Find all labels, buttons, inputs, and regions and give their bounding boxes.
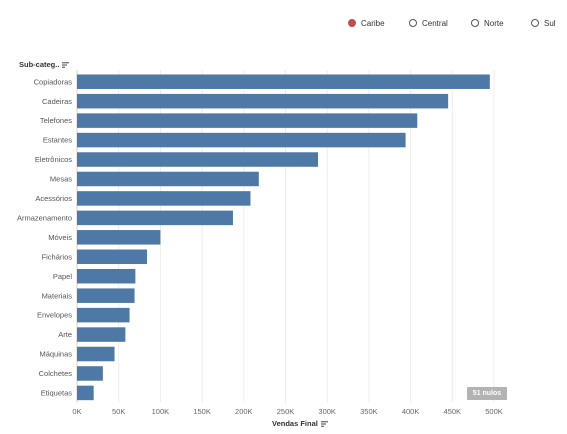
x-axis-title[interactable]: Vendas Final <box>272 419 328 428</box>
bar[interactable] <box>77 307 130 323</box>
bar[interactable] <box>77 210 233 226</box>
bar[interactable] <box>77 152 319 167</box>
category-label[interactable]: Materiais <box>42 291 73 300</box>
sort-icon[interactable] <box>62 61 70 68</box>
bar[interactable] <box>77 230 161 245</box>
legend-label: Central <box>422 18 448 28</box>
bar[interactable] <box>77 366 103 381</box>
x-tick-label: 500K <box>485 407 503 416</box>
category-label[interactable]: Telefones <box>40 116 72 125</box>
legend-item-caribe[interactable]: Caribe <box>348 14 385 32</box>
legend-label: Caribe <box>361 18 385 28</box>
category-label[interactable]: Papel <box>53 272 73 281</box>
bar[interactable] <box>77 268 136 284</box>
legend-item-sul[interactable]: Sul <box>531 14 556 32</box>
x-tick-label: 250K <box>277 407 295 416</box>
legend: Caribe Central Norte Sul <box>0 14 567 32</box>
row-header[interactable]: Sub-categ.. <box>19 60 70 69</box>
x-tick-label: 300K <box>318 407 336 416</box>
bar[interactable] <box>77 327 126 342</box>
bars <box>77 74 490 401</box>
legend-item-norte[interactable]: Norte <box>471 14 504 32</box>
x-tick-label: 450K <box>444 407 462 416</box>
bar[interactable] <box>77 74 490 89</box>
category-label[interactable]: Fichários <box>42 252 73 261</box>
legend-label: Norte <box>484 18 504 28</box>
legend-label: Sul <box>544 18 556 28</box>
bar[interactable] <box>77 191 251 206</box>
category-label[interactable]: Copiadoras <box>34 77 73 86</box>
x-tick-label: 400K <box>402 407 420 416</box>
nulls-indicator-badge[interactable]: 51 nulos <box>467 387 507 400</box>
x-tick-label: 350K <box>360 407 378 416</box>
x-tick-label: 50K <box>112 407 125 416</box>
bar[interactable] <box>77 132 406 148</box>
category-label[interactable]: Móveis <box>48 233 72 242</box>
category-label[interactable]: Máquinas <box>39 350 72 359</box>
x-tick-label: 200K <box>235 407 253 416</box>
legend-marker-icon <box>409 19 417 27</box>
legend-item-central[interactable]: Central <box>409 14 448 32</box>
legend-marker-icon <box>531 19 539 27</box>
bar[interactable] <box>77 113 418 128</box>
category-label[interactable]: Eletrônicos <box>35 155 72 164</box>
category-label[interactable]: Estantes <box>43 136 72 145</box>
category-label[interactable]: Etiquetas <box>41 389 73 398</box>
category-label[interactable]: Cadeiras <box>42 97 72 106</box>
category-label[interactable]: Acessórios <box>35 194 72 203</box>
x-axis-title-label: Vendas Final <box>272 419 318 428</box>
category-label[interactable]: Arte <box>58 330 72 339</box>
x-axis-ticks: 0K 50K 100K 150K 200K 250K 300K 350K 400K 450K 500… <box>72 407 502 416</box>
bar[interactable] <box>77 385 94 401</box>
category-label[interactable]: Armazenamento <box>17 213 72 222</box>
bar[interactable] <box>77 288 135 303</box>
row-header-label: Sub-categ.. <box>19 60 60 69</box>
x-tick-label: 150K <box>193 407 211 416</box>
bar[interactable] <box>77 249 148 265</box>
legend-marker-icon <box>471 19 479 27</box>
sort-icon[interactable] <box>320 420 328 427</box>
x-tick-label: 0K <box>72 407 81 416</box>
x-tick-label: 100K <box>152 407 170 416</box>
category-label[interactable]: Envelopes <box>37 311 72 320</box>
bar[interactable] <box>77 93 449 109</box>
bar[interactable] <box>77 171 259 187</box>
legend-marker-icon <box>348 19 356 27</box>
bar[interactable] <box>77 346 115 362</box>
category-label[interactable]: Colchetes <box>39 369 73 378</box>
category-label[interactable]: Mesas <box>50 175 72 184</box>
category-labels: Copiadoras Cadeiras Telefones Estantes Eletr… <box>17 77 72 397</box>
